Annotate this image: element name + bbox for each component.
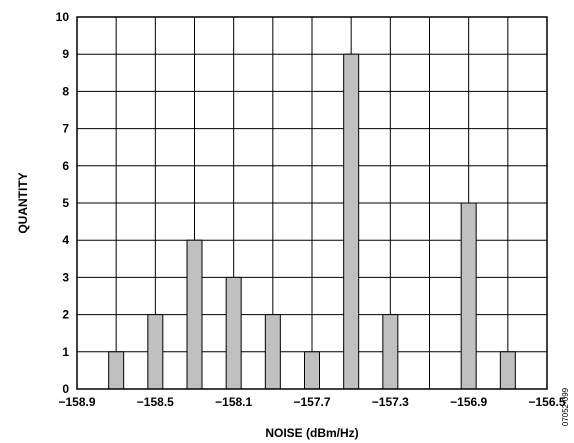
bar — [499, 351, 516, 390]
y-tick-label: 10 — [56, 10, 70, 24]
y-tick-label: 7 — [62, 122, 69, 136]
y-tick-label: 0 — [62, 382, 69, 396]
figure-id: 07052-099 — [561, 387, 570, 426]
bar — [108, 351, 125, 390]
bar — [343, 53, 360, 390]
y-tick-label: 9 — [62, 47, 69, 61]
x-tick-label: −158.9 — [58, 395, 95, 409]
y-tick-label: 2 — [62, 308, 69, 322]
bar — [264, 314, 281, 390]
bar — [147, 314, 164, 390]
bar — [225, 276, 242, 390]
y-tick-label: 6 — [62, 159, 69, 173]
x-tick-label: −157.3 — [372, 395, 409, 409]
y-tick-label: 5 — [62, 196, 69, 210]
y-tick-label: 1 — [62, 345, 69, 359]
bar — [186, 239, 203, 390]
y-axis-title: QUANTITY — [16, 172, 30, 233]
bar — [304, 351, 320, 390]
x-tick-label: −156.5 — [528, 395, 565, 409]
x-tick-label: −158.5 — [137, 395, 174, 409]
y-tick-label: 8 — [62, 84, 69, 98]
y-tick-label: 4 — [62, 233, 69, 247]
bar — [460, 202, 477, 390]
x-axis-title: NOISE (dBm/Hz) — [265, 426, 358, 440]
x-tick-label: −156.9 — [450, 395, 487, 409]
x-tick-labels: −158.9 −158.5 −158.1 −157.7 −157.3 −156.9 −156… — [58, 395, 565, 409]
bar — [382, 314, 399, 390]
plot-frame — [76, 16, 548, 390]
y-tick-labels: 0 1 2 3 4 5 6 7 8 9 10 — [56, 10, 70, 396]
y-tick-label: 3 — [62, 270, 69, 284]
x-tick-label: −158.1 — [215, 395, 252, 409]
x-tick-label: −157.7 — [293, 395, 330, 409]
